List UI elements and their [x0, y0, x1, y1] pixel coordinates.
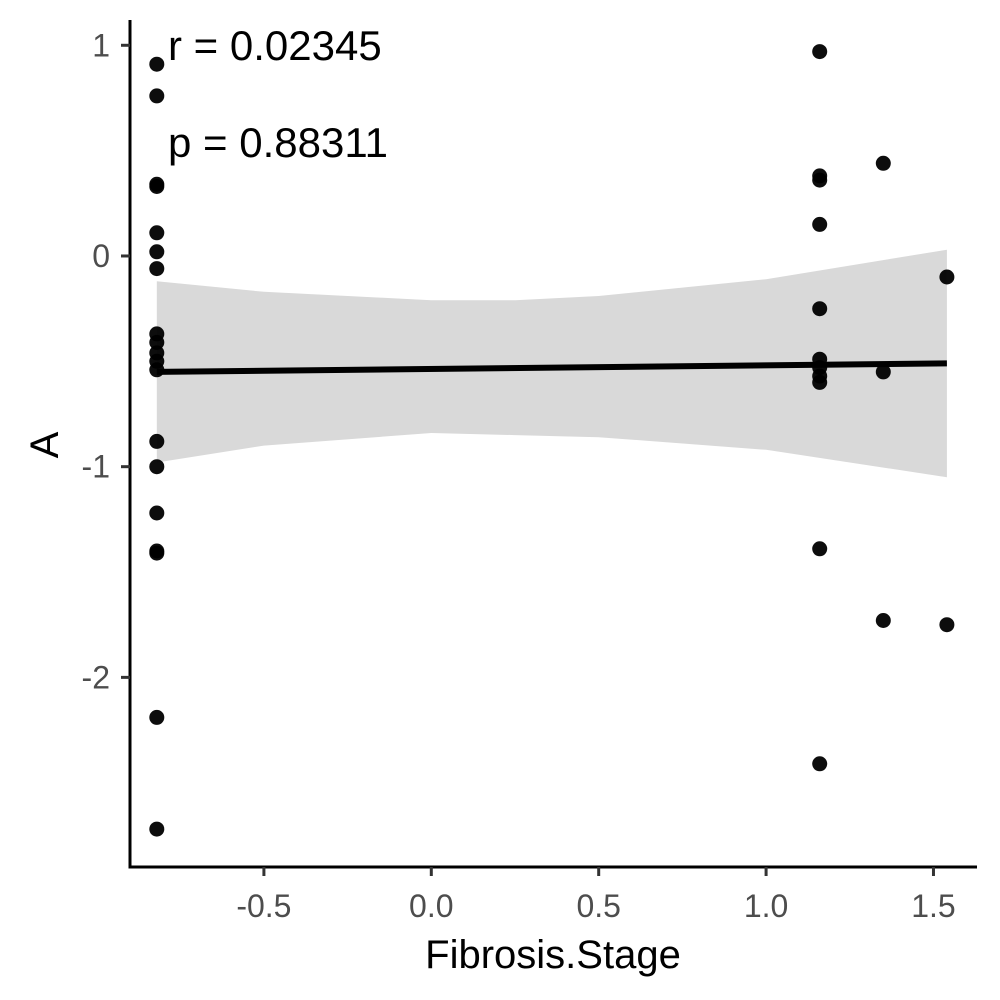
data-point-7 — [149, 261, 165, 277]
data-point-24 — [812, 301, 828, 317]
data-point-4 — [149, 179, 165, 194]
y-axis-title: A — [23, 431, 67, 458]
x-tick-label: -0.5 — [236, 888, 291, 924]
data-point-28 — [812, 374, 828, 390]
data-point-6 — [149, 244, 165, 260]
y-tick-label: 0 — [92, 238, 110, 274]
data-point-34 — [939, 269, 955, 285]
data-point-1 — [149, 56, 165, 72]
data-point-29 — [812, 541, 828, 557]
x-tick-label: 1.0 — [744, 888, 788, 924]
data-point-35 — [939, 617, 955, 633]
x-axis-title: Fibrosis.Stage — [425, 933, 681, 977]
data-point-14 — [149, 459, 165, 475]
data-point-18 — [149, 709, 165, 725]
x-tick-label: 0.5 — [576, 888, 620, 924]
y-tick-label: -2 — [82, 659, 110, 695]
fit-line-layer — [156, 360, 947, 375]
data-point-15 — [149, 505, 165, 521]
data-point-5 — [149, 225, 165, 241]
data-point-2 — [149, 88, 165, 104]
data-point-17 — [149, 545, 165, 561]
x-axis-ticks: -0.5 0.0 0.5 1.0 1.5 — [236, 867, 956, 924]
x-tick-label: 0.0 — [409, 888, 453, 924]
data-point-23 — [812, 216, 828, 232]
regression-line — [156, 360, 947, 375]
data-point-9 — [149, 334, 165, 350]
data-point-22 — [812, 172, 828, 188]
annotation-r: r = 0.02345 — [168, 22, 382, 69]
y-axis-ticks: 1 0 -1 -2 — [82, 27, 130, 695]
data-point-33 — [875, 613, 891, 628]
x-tick-label: 1.5 — [911, 888, 955, 924]
confidence-band-layer — [156, 249, 947, 478]
data-point-31 — [875, 155, 891, 171]
data-point-32 — [875, 364, 891, 380]
data-point-20 — [812, 44, 828, 60]
data-point-13 — [149, 433, 165, 449]
data-point-30 — [812, 756, 828, 772]
data-point-19 — [149, 821, 165, 837]
y-tick-label: 1 — [92, 27, 110, 63]
annotation-p: p = 0.88311 — [168, 119, 388, 166]
y-tick-label: -1 — [82, 449, 110, 485]
data-points-layer — [149, 44, 955, 837]
confidence-band — [156, 249, 947, 478]
